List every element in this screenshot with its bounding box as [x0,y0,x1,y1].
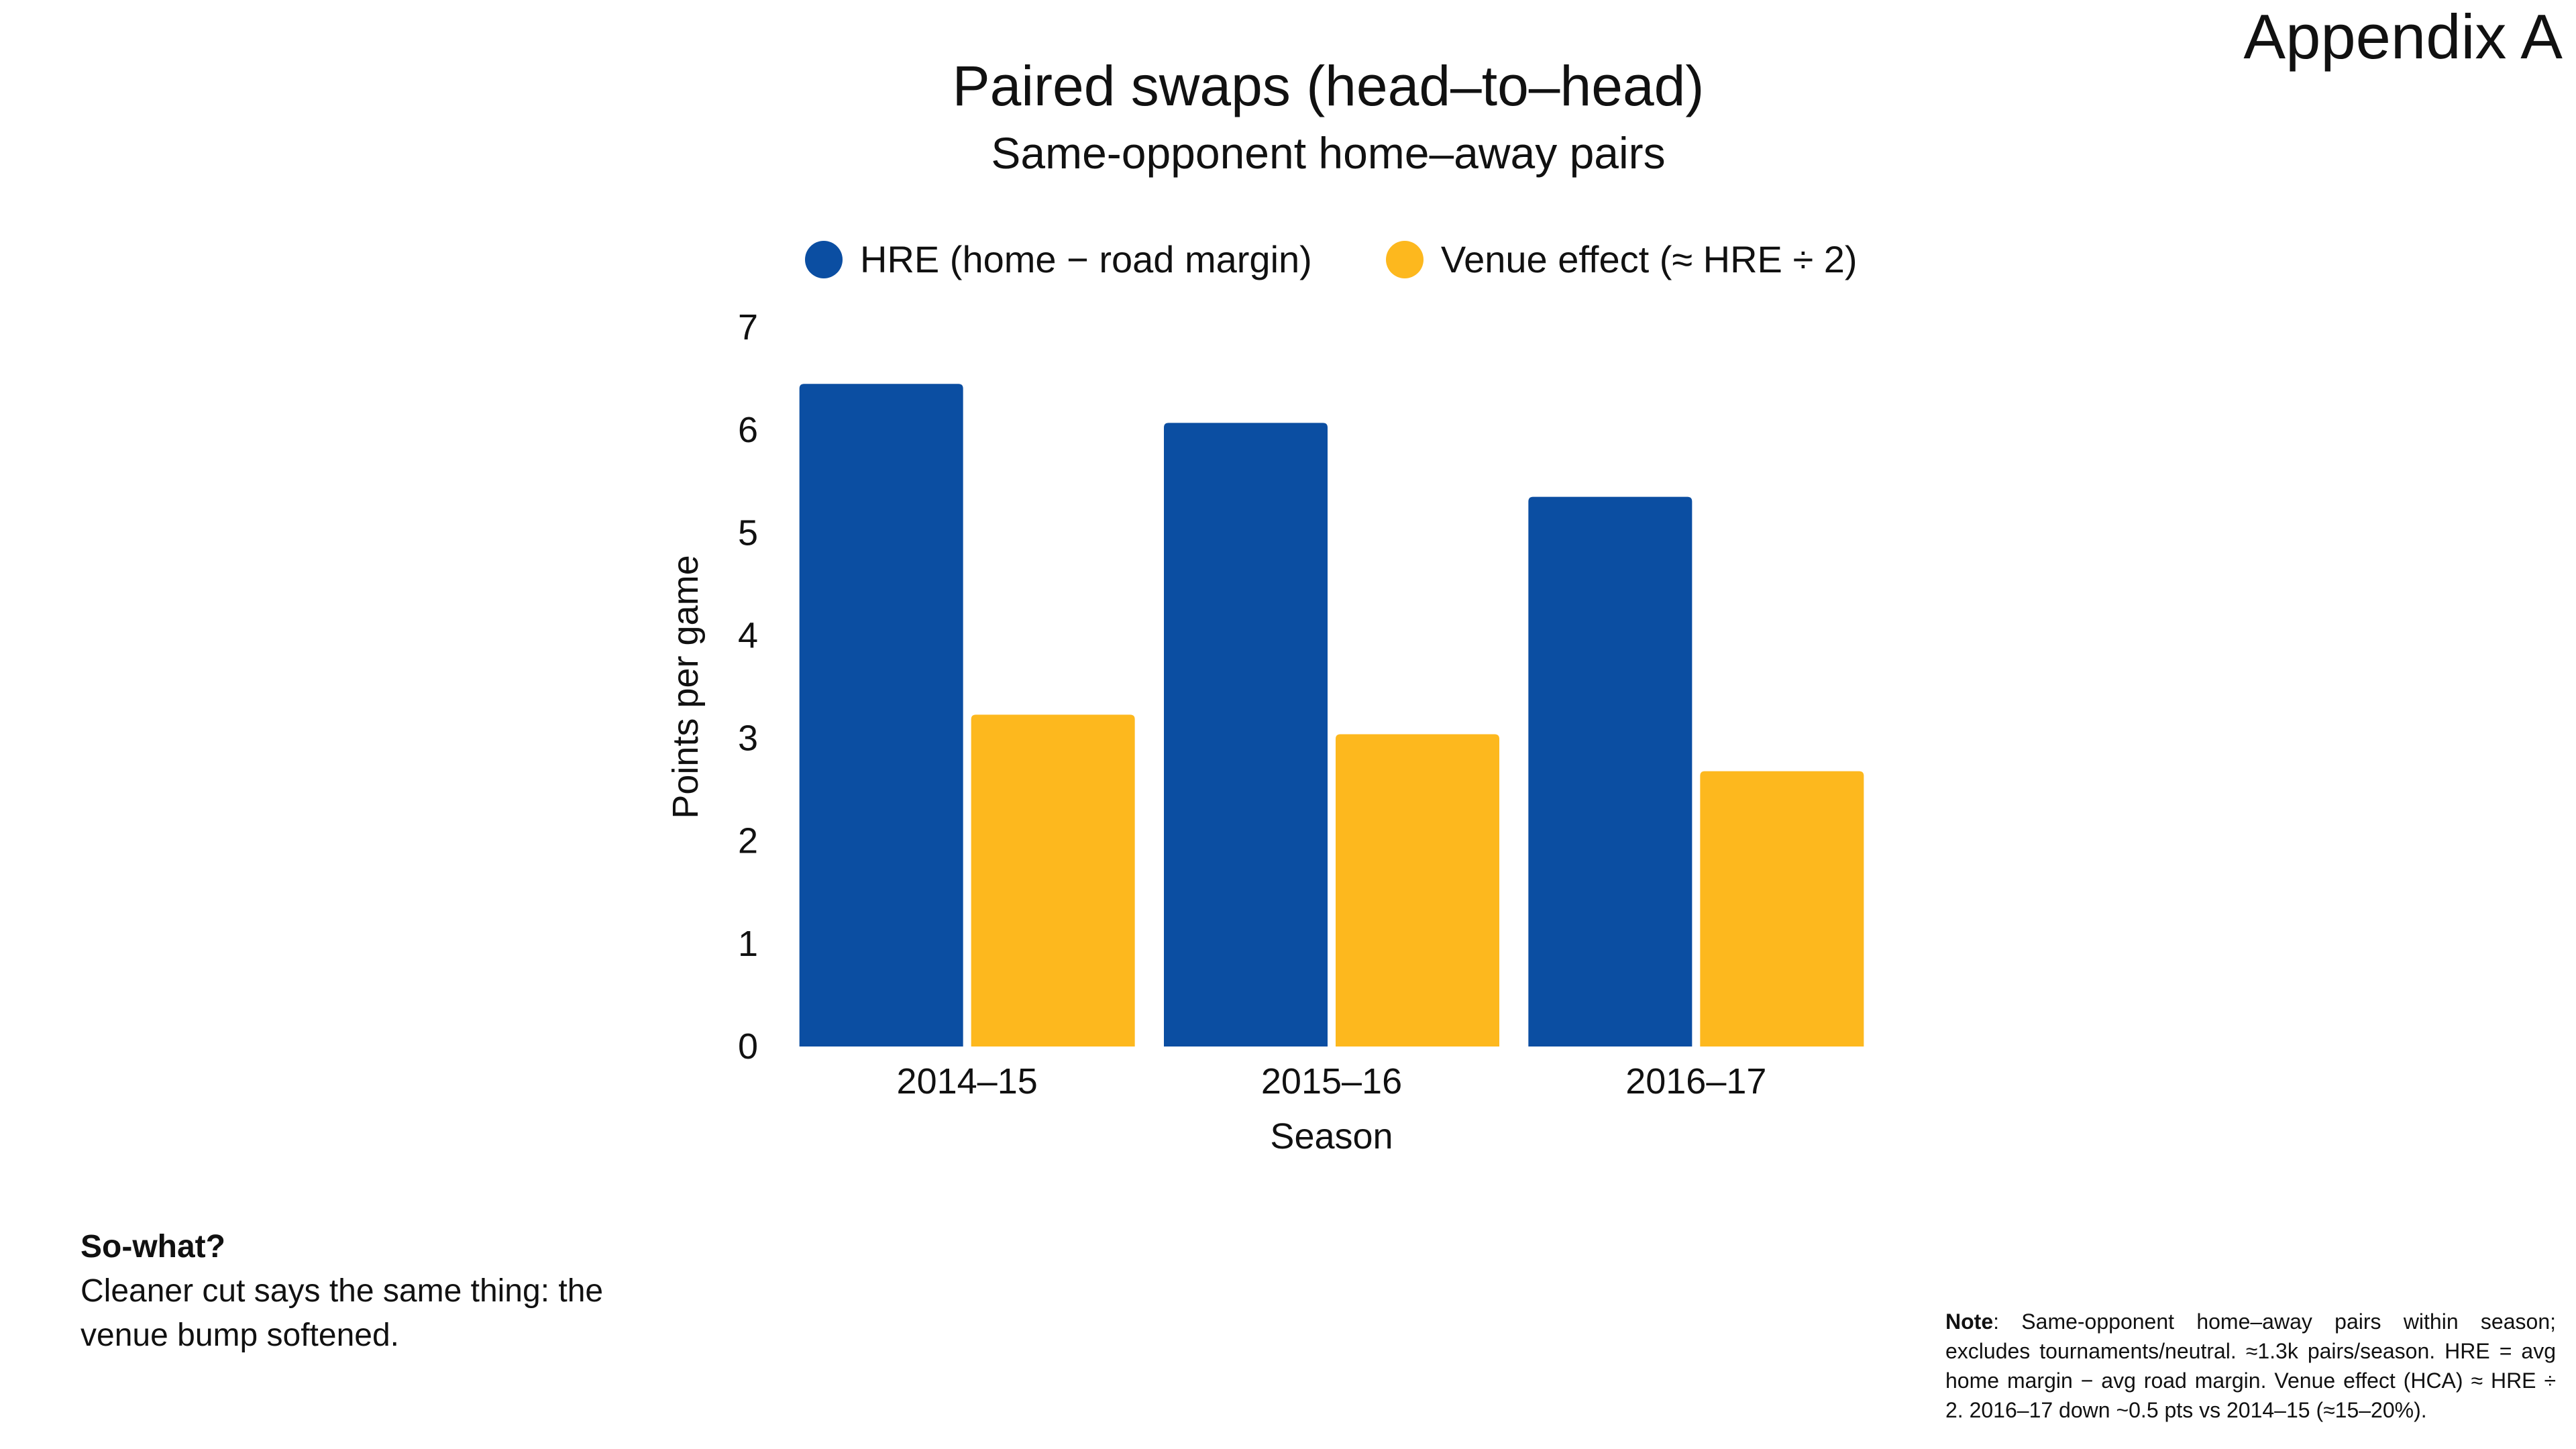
bar-hre-2 [1164,423,1328,1046]
legend-swatch-hre [805,241,843,278]
y-tick-label: 6 [738,410,758,450]
y-tick-label: 2 [738,821,758,861]
y-tick-label: 0 [738,1026,758,1067]
bar-hre-1 [799,384,963,1046]
so-what-callout: So-what? Cleaner cut says the same thing… [80,1225,684,1358]
bar-venue-effect-3 [1700,771,1864,1046]
bar-venue-effect-2 [1336,734,1499,1046]
footnote-label: Note [1945,1309,1994,1334]
footnote: Note: Same-opponent home–away pairs with… [1945,1307,2556,1425]
y-tick-label: 5 [738,513,758,553]
y-axis-label: Points per game [665,555,706,818]
y-tick-label: 3 [738,718,758,759]
legend-swatch-venue-effect [1385,241,1424,278]
x-tick-label: 2016–17 [1625,1061,1766,1102]
x-axis-ticks: 2014–15 2015–16 2016–17 [897,1061,1767,1102]
y-tick-label: 4 [738,615,758,655]
x-axis-label: Season [1270,1116,1393,1157]
legend-item-hre: HRE (home − road margin) [805,236,1312,283]
appendix-label: Appendix A [2243,1,2563,72]
so-what-body: Cleaner cut says the same thing: the ven… [80,1273,604,1353]
chart-legend: HRE (home − road margin) Venue effect (≈… [805,233,1858,286]
so-what-heading: So-what? [80,1229,225,1265]
y-axis-ticks: 0 1 2 3 4 5 6 7 [738,307,758,1067]
legend-label-hre: HRE (home − road margin) [860,238,1312,280]
chart-bars [799,384,1864,1046]
footnote-text: : Same-opponent home–away pairs within s… [1945,1309,2556,1422]
legend-label-venue-effect: Venue effect (≈ HRE ÷ 2) [1440,238,1858,280]
chart-subtitle: Same-opponent home–away pairs [991,128,1666,178]
bar-venue-effect-1 [971,714,1135,1046]
bar-hre-3 [1528,496,1693,1046]
y-tick-label: 7 [738,307,758,347]
x-tick-label: 2015–16 [1261,1061,1402,1102]
y-tick-label: 1 [738,924,758,964]
legend-item-venue-effect: Venue effect (≈ HRE ÷ 2) [1385,236,1858,283]
chart-title: Paired swaps (head–to–head) [952,54,1705,117]
x-tick-label: 2014–15 [897,1061,1038,1102]
